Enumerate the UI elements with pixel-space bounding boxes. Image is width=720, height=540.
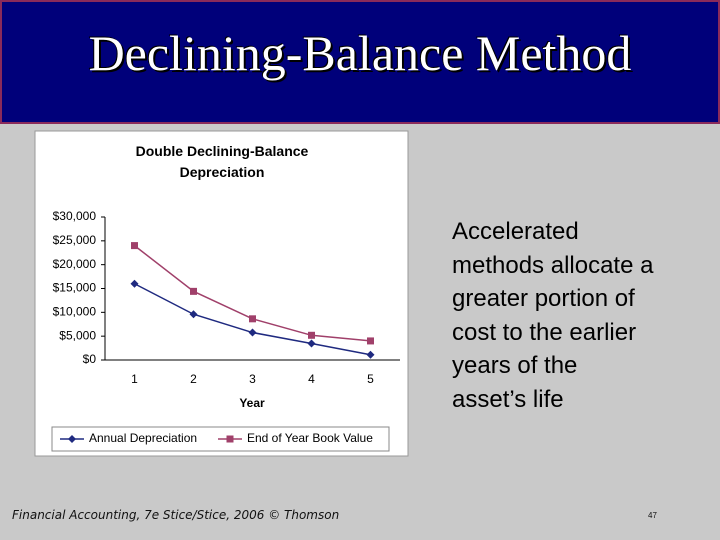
point (367, 337, 374, 345)
legend-label: Annual Depreciation (89, 431, 197, 445)
y-tick-label: $30,000 (53, 209, 97, 223)
point (130, 279, 139, 288)
x-tick-label: 5 (367, 372, 374, 386)
y-tick-label: $0 (83, 352, 97, 366)
x-tick-label: 4 (308, 372, 315, 386)
body-text: Accelerated methods allocate a greater por… (452, 215, 653, 417)
point (226, 435, 234, 443)
y-tick-label: $10,000 (53, 305, 97, 319)
x-tick-label: 3 (249, 372, 256, 386)
point (68, 435, 76, 443)
legend-label: End of Year Book Value (247, 431, 373, 445)
point (189, 310, 198, 319)
y-tick-label: $15,000 (53, 281, 97, 295)
page-number: 47 (648, 511, 657, 520)
body-line: methods allocate a (452, 251, 654, 279)
point (308, 331, 315, 339)
header-bar (0, 0, 720, 124)
slide-title: Declining-Balance Method (88, 25, 632, 81)
x-axis-label: Year (239, 396, 265, 410)
body-line: Accelerated (452, 218, 579, 245)
point (131, 242, 138, 250)
body-line: asset’s life (452, 385, 564, 413)
point (249, 315, 256, 323)
point (190, 287, 197, 295)
chart-frame (34, 130, 409, 457)
y-tick-label: $25,000 (53, 233, 97, 247)
body-line: greater portion of (452, 285, 635, 313)
point (248, 328, 257, 337)
point (366, 350, 375, 359)
chart-title: Double Declining-Balance Depreciation (136, 143, 309, 180)
point (307, 339, 316, 348)
footer-source: Financial Accounting, 7e Stice/Stice, 20… (12, 508, 340, 522)
x-tick-label: 2 (190, 372, 197, 386)
body-line: years of the (452, 352, 578, 380)
body-line: cost to the earlier (452, 318, 637, 346)
y-tick-label: $20,000 (53, 257, 97, 271)
y-tick-label: $5,000 (59, 328, 96, 342)
x-tick-label: 1 (131, 372, 138, 386)
